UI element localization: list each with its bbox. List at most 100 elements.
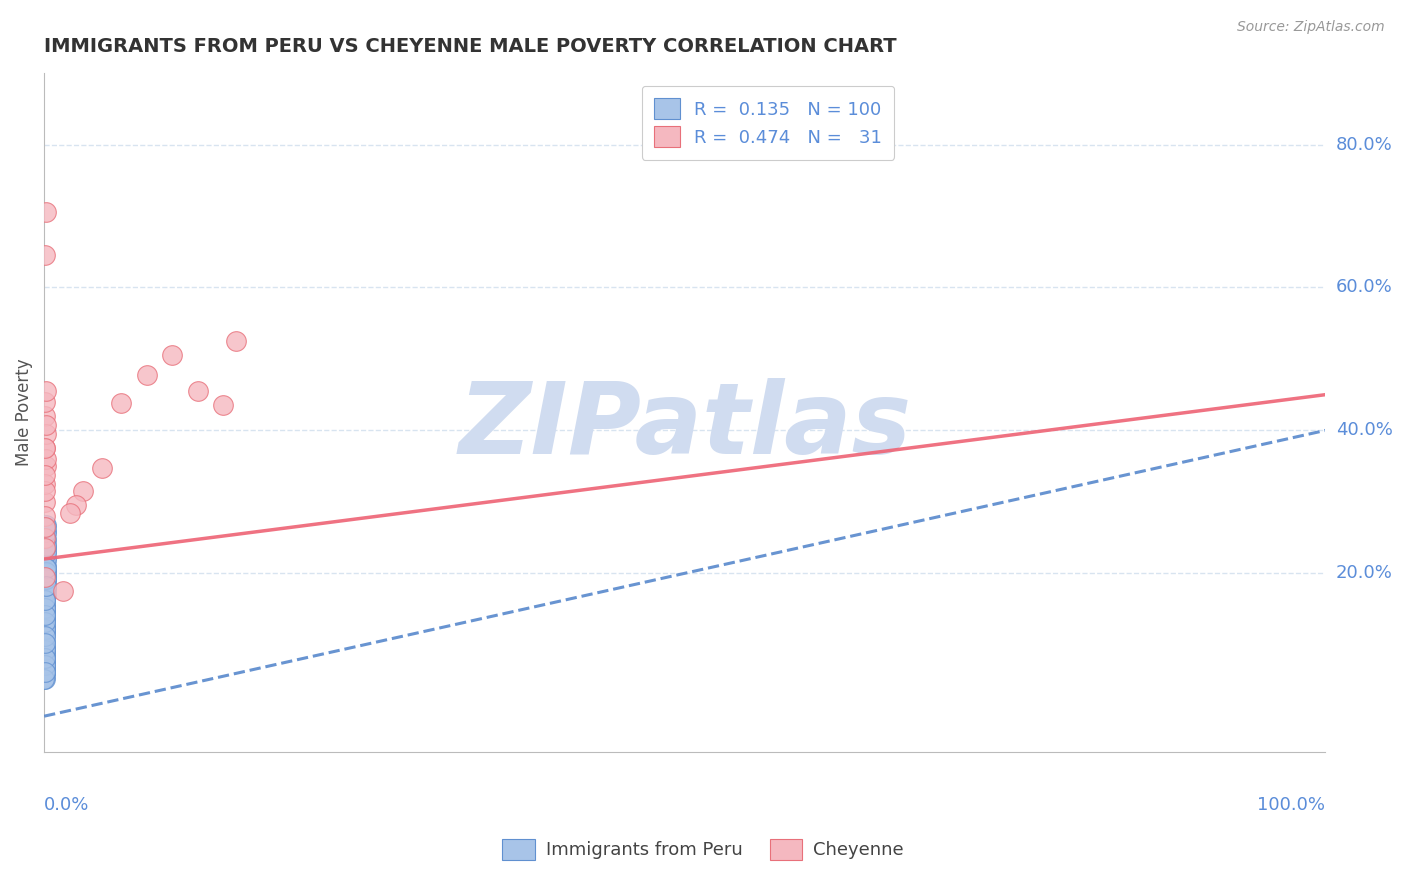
- Point: [34, 607, 56, 622]
- Point: [65, 499, 87, 513]
- Point: [34, 643, 56, 657]
- Point: [72, 484, 94, 499]
- Point: [34, 384, 56, 398]
- Point: [34, 572, 56, 586]
- Point: [35, 570, 58, 584]
- Point: [34, 586, 56, 600]
- Point: [35, 524, 58, 539]
- Point: [34, 643, 56, 657]
- Point: [34, 579, 56, 593]
- Point: [34, 581, 56, 595]
- Point: [34, 634, 56, 648]
- Y-axis label: Male Poverty: Male Poverty: [15, 359, 32, 467]
- Point: [187, 384, 209, 398]
- Point: [34, 613, 56, 627]
- Point: [34, 570, 56, 584]
- Point: [34, 602, 56, 616]
- Point: [34, 606, 56, 620]
- Point: [34, 620, 56, 634]
- Point: [34, 615, 56, 629]
- Point: [34, 558, 56, 572]
- Text: 60.0%: 60.0%: [1336, 278, 1392, 296]
- Point: [34, 607, 56, 622]
- Point: [34, 648, 56, 663]
- Point: [34, 665, 56, 679]
- Point: [35, 546, 58, 560]
- Point: [34, 643, 56, 657]
- Point: [34, 641, 56, 656]
- Point: [35, 520, 58, 534]
- Point: [34, 600, 56, 615]
- Point: [34, 495, 56, 509]
- Point: [34, 665, 56, 679]
- Point: [35, 427, 58, 442]
- Point: [35, 205, 58, 219]
- Point: [90, 460, 112, 475]
- Point: [34, 531, 56, 545]
- Point: [34, 520, 56, 534]
- Point: [34, 624, 56, 639]
- Point: [34, 665, 56, 679]
- Point: [34, 650, 56, 665]
- Point: [34, 620, 56, 634]
- Point: [34, 565, 56, 579]
- Point: [35, 539, 58, 553]
- Point: [34, 613, 56, 627]
- Text: 40.0%: 40.0%: [1336, 421, 1392, 440]
- Point: [110, 396, 132, 410]
- Point: [34, 627, 56, 641]
- Point: [34, 650, 56, 665]
- Point: [34, 622, 56, 636]
- Point: [34, 509, 56, 524]
- Point: [34, 665, 56, 679]
- Point: [34, 593, 56, 607]
- Point: [34, 672, 56, 686]
- Point: [34, 657, 56, 672]
- Point: [34, 579, 56, 593]
- Point: [34, 663, 56, 677]
- Point: [34, 442, 56, 456]
- Point: [34, 600, 56, 615]
- Point: [34, 484, 56, 499]
- Point: [34, 477, 56, 491]
- Point: [34, 586, 56, 600]
- Point: [34, 607, 56, 622]
- Point: [34, 657, 56, 672]
- Point: [34, 572, 56, 586]
- Point: [162, 348, 184, 362]
- Point: [34, 650, 56, 665]
- Point: [34, 591, 56, 606]
- Point: [34, 622, 56, 636]
- Point: [34, 656, 56, 670]
- Legend: Immigrants from Peru, Cheyenne: Immigrants from Peru, Cheyenne: [495, 831, 911, 867]
- Point: [34, 572, 56, 586]
- Text: 80.0%: 80.0%: [1336, 136, 1392, 153]
- Point: [34, 600, 56, 615]
- Point: [34, 574, 56, 588]
- Point: [34, 560, 56, 574]
- Point: [34, 607, 56, 622]
- Point: [35, 545, 58, 559]
- Point: [34, 593, 56, 607]
- Point: [34, 650, 56, 665]
- Point: [35, 541, 58, 556]
- Point: [34, 467, 56, 482]
- Point: [34, 541, 56, 556]
- Text: 100.0%: 100.0%: [1257, 796, 1326, 814]
- Point: [34, 606, 56, 620]
- Point: [34, 552, 56, 566]
- Point: [34, 641, 56, 656]
- Point: [34, 646, 56, 660]
- Point: [34, 629, 56, 643]
- Point: [34, 636, 56, 650]
- Point: [34, 409, 56, 423]
- Point: [34, 629, 56, 643]
- Point: [34, 442, 56, 456]
- Point: [34, 656, 56, 670]
- Point: [225, 334, 247, 348]
- Point: [34, 657, 56, 672]
- Point: [34, 559, 56, 574]
- Point: [34, 579, 56, 593]
- Point: [34, 248, 56, 262]
- Point: [34, 565, 56, 579]
